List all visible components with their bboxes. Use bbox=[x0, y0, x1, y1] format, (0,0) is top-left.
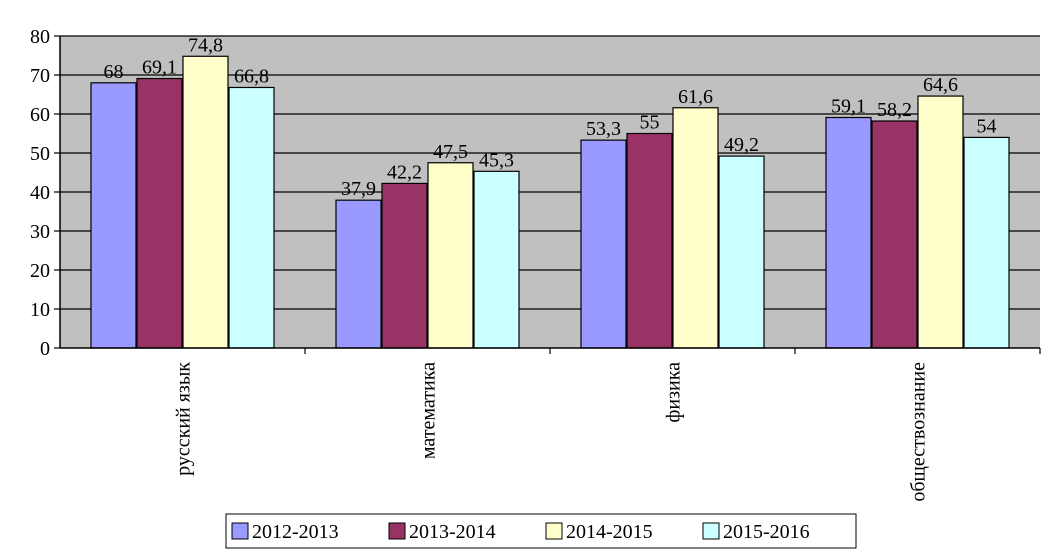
y-tick-label: 60 bbox=[30, 104, 50, 126]
data-labels: 68 69,1 74,8 66,8 37,9 42,2 47,5 45,3 53,3 55 61,6… bbox=[104, 34, 997, 200]
bar bbox=[90, 82, 137, 349]
data-label: 69,1 bbox=[142, 57, 177, 79]
legend-swatch bbox=[231, 522, 249, 540]
data-label: 49,2 bbox=[724, 134, 759, 156]
legend-label: 2015-2016 bbox=[723, 521, 810, 543]
y-tick-label: 50 bbox=[30, 143, 50, 165]
legend-swatch bbox=[545, 522, 563, 540]
bar bbox=[917, 95, 964, 349]
bar bbox=[136, 77, 183, 349]
axes bbox=[59, 36, 1041, 354]
bar bbox=[871, 120, 918, 349]
bars bbox=[90, 55, 1010, 349]
bar bbox=[381, 182, 428, 349]
legend-box bbox=[225, 513, 857, 549]
data-label: 58,2 bbox=[877, 99, 912, 121]
legend-swatch bbox=[388, 522, 406, 540]
bar bbox=[718, 155, 765, 349]
data-label: 47,5 bbox=[433, 141, 468, 163]
data-label: 37,9 bbox=[341, 178, 376, 200]
legend-swatch bbox=[702, 522, 720, 540]
category-label: русский язык bbox=[173, 362, 195, 476]
category-labels: русский язык математика физика обществознан… bbox=[173, 362, 930, 502]
bar bbox=[672, 107, 719, 349]
category-label: обществознание bbox=[908, 362, 930, 502]
legend-label: 2014-2015 bbox=[566, 521, 653, 543]
data-label: 59,1 bbox=[831, 96, 866, 118]
category-label: математика bbox=[418, 362, 440, 459]
bar bbox=[182, 55, 229, 349]
bar bbox=[335, 199, 382, 349]
y-tick-label: 0 bbox=[40, 338, 50, 360]
bar bbox=[825, 116, 872, 349]
data-label: 54 bbox=[977, 115, 997, 137]
y-tick-label: 40 bbox=[30, 182, 50, 204]
y-tick-label: 30 bbox=[30, 221, 50, 243]
bar bbox=[626, 132, 673, 349]
legend: 2012-2013 2013-2014 2014-2015 2015-2016 bbox=[225, 513, 857, 549]
data-label: 53,3 bbox=[586, 118, 621, 140]
data-label: 42,2 bbox=[387, 161, 422, 183]
data-label: 61,6 bbox=[678, 86, 713, 108]
data-label: 55 bbox=[640, 112, 660, 134]
data-label: 45,3 bbox=[479, 149, 514, 171]
y-tick-label: 20 bbox=[30, 260, 50, 282]
category-label: физика bbox=[663, 362, 685, 423]
legend-label: 2012-2013 bbox=[252, 521, 339, 543]
bar bbox=[427, 162, 474, 349]
y-tick-label: 10 bbox=[30, 299, 50, 321]
y-tick-label: 80 bbox=[30, 26, 50, 48]
bar bbox=[228, 86, 275, 349]
bar bbox=[963, 136, 1010, 349]
legend-label: 2013-2014 bbox=[409, 521, 496, 543]
bar bbox=[473, 170, 520, 349]
data-label: 66,8 bbox=[234, 65, 269, 87]
data-label: 64,6 bbox=[923, 74, 958, 96]
y-axis-ticks: 0 10 20 30 40 50 60 70 80 bbox=[30, 26, 60, 360]
y-tick-label: 70 bbox=[30, 65, 50, 87]
data-label: 68 bbox=[104, 61, 124, 83]
data-label: 74,8 bbox=[188, 34, 223, 56]
bar bbox=[580, 139, 627, 349]
